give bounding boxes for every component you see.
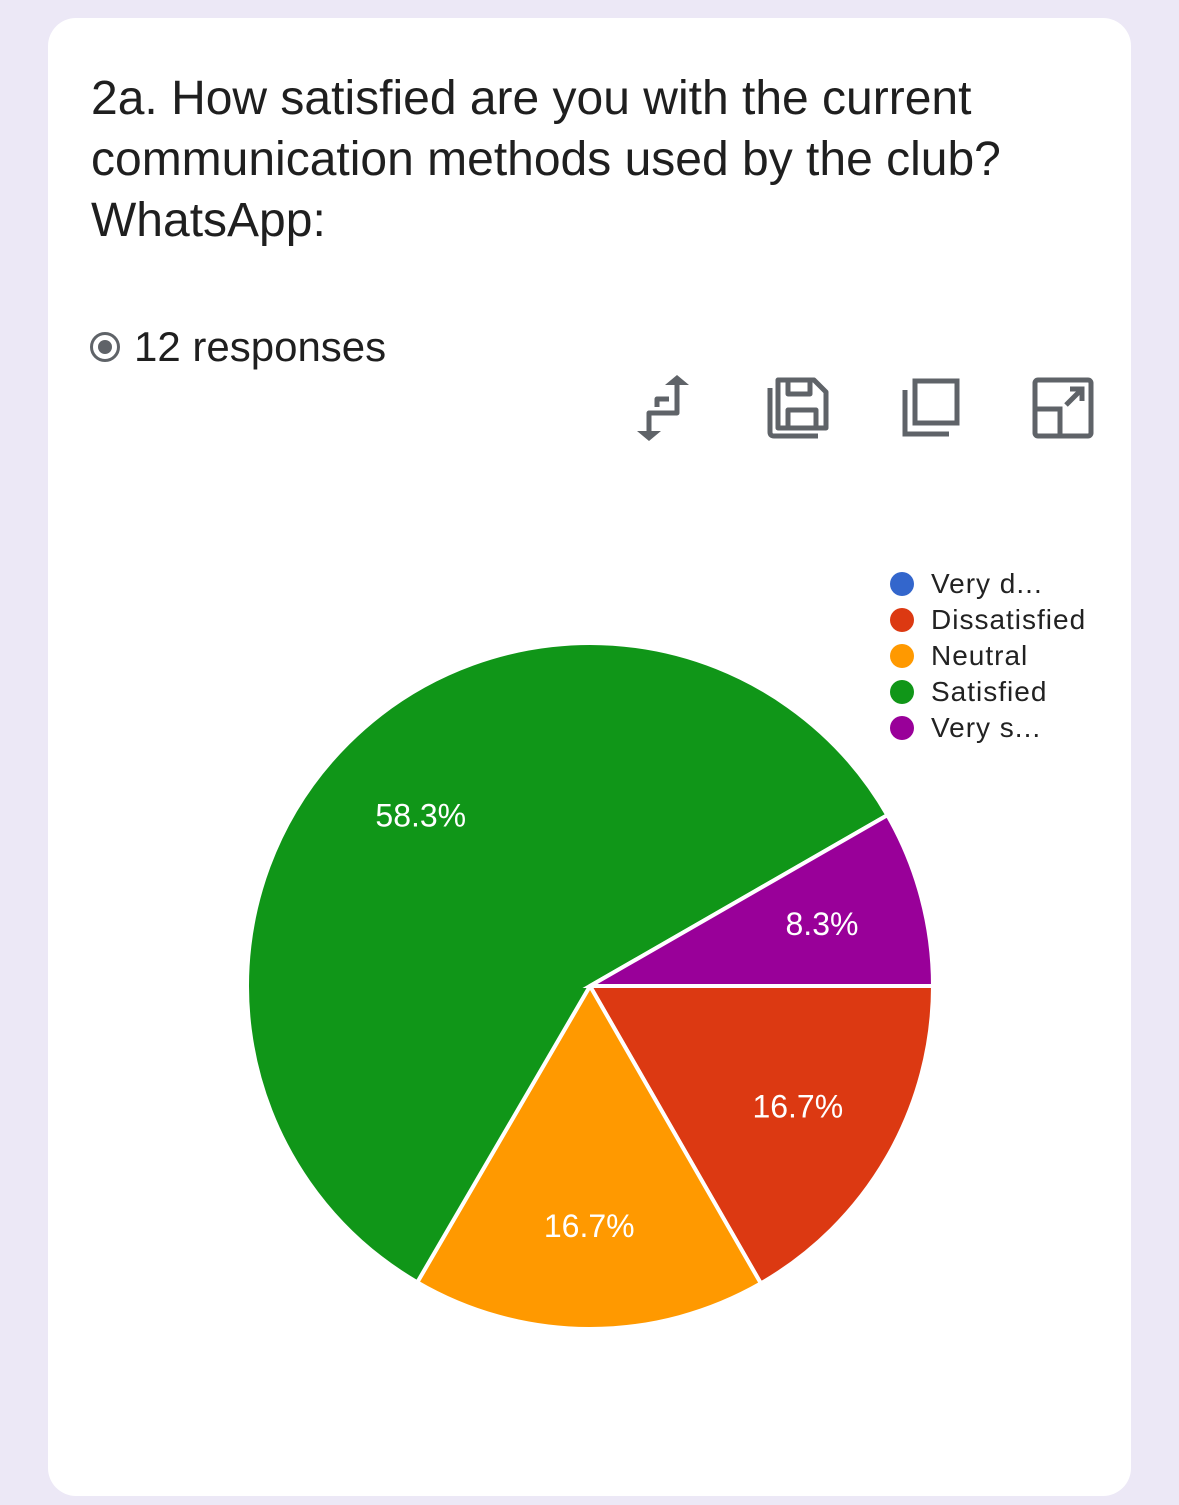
chart-card: 2a. How satisfied are you with the curre… xyxy=(48,18,1131,1496)
legend-label: Very s... xyxy=(931,712,1042,743)
save-button[interactable] xyxy=(763,373,833,443)
legend-label: Neutral xyxy=(931,640,1029,671)
legend-item-dissatisfied[interactable]: Dissatisfied xyxy=(890,602,1086,638)
legend-label: Very d... xyxy=(931,568,1043,599)
legend-item-very-d[interactable]: Very d... xyxy=(890,566,1086,602)
radio-icon xyxy=(90,332,120,362)
pie-label-dissatisfied: 16.7% xyxy=(752,1088,843,1124)
legend-swatch xyxy=(890,572,914,596)
response-count-label: 12 responses xyxy=(134,323,387,370)
legend-swatch xyxy=(890,608,914,632)
copy-button[interactable] xyxy=(896,373,966,443)
save-icon xyxy=(767,377,829,439)
response-count: 12 responses xyxy=(90,323,386,371)
pie-label-very-s: 8.3% xyxy=(786,906,859,942)
legend-item-neutral[interactable]: Neutral xyxy=(890,638,1086,674)
legend-swatch xyxy=(890,716,914,740)
pie-slice-dissatisfied[interactable] xyxy=(586,984,936,1287)
pie-slice-very-s[interactable] xyxy=(582,812,936,988)
swap-icon xyxy=(637,375,689,441)
pie-slice-satisfied[interactable] xyxy=(245,641,891,1286)
legend-label: Satisfied xyxy=(931,676,1048,707)
question-title: 2a. How satisfied are you with the curre… xyxy=(91,72,1001,247)
legend-item-very-s[interactable]: Very s... xyxy=(890,710,1086,746)
legend-swatch xyxy=(890,680,914,704)
pie-chart: 16.7% 16.7% 58.3% 8.3% xyxy=(245,641,936,1332)
pie-slice-neutral[interactable] xyxy=(414,982,764,1332)
legend-item-satisfied[interactable]: Satisfied xyxy=(890,674,1086,710)
legend-swatch xyxy=(890,644,914,668)
legend-label: Dissatisfied xyxy=(931,604,1087,635)
expand-icon xyxy=(1032,377,1094,439)
copy-icon xyxy=(902,378,960,437)
swap-button[interactable] xyxy=(630,373,700,443)
pie-label-neutral: 16.7% xyxy=(544,1208,635,1244)
pie-label-satisfied: 58.3% xyxy=(375,798,466,834)
chart-legend: Very d... Dissatisfied Neutral Satisfied Ver… xyxy=(890,566,1086,746)
expand-button[interactable] xyxy=(1028,373,1098,443)
